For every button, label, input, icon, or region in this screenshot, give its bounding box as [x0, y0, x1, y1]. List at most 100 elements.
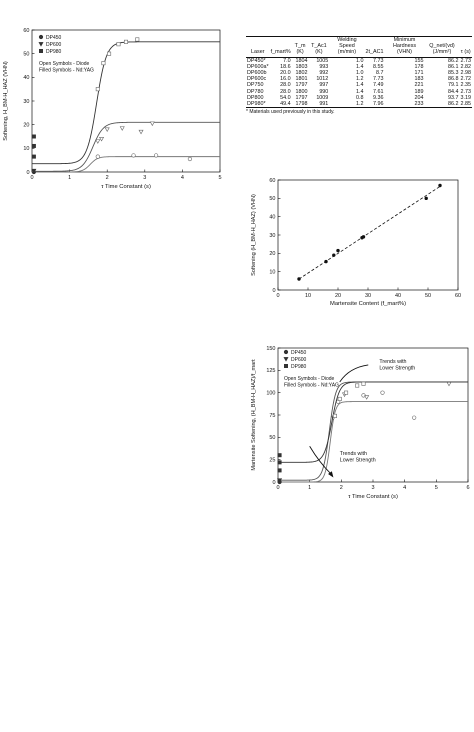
martensite-point-1 — [324, 259, 328, 264]
softening-point-dp600-1 — [99, 136, 105, 142]
softening-x-axis-label: τ Time Constant (s) — [101, 184, 151, 190]
softening-x-tick-label-1: 1 — [68, 175, 71, 181]
softening-filled-point-dp980-0 — [31, 134, 36, 139]
martensite-x-tick-label-1: 10 — [305, 293, 311, 299]
table-cell: 1797 — [295, 94, 308, 101]
martensite-y-tick-label-4: 40 — [269, 214, 275, 220]
msoft-legend-marker-0 — [283, 349, 289, 355]
msoft-fit-curve-dp600 — [278, 381, 468, 481]
softening-point-dp450-1 — [131, 153, 136, 158]
martensite-x-tick-label-0: 0 — [276, 293, 279, 299]
table-cell: 0.8 — [356, 94, 364, 101]
table-cell: 1801 — [295, 76, 308, 83]
msoft-point-dp980-1 — [337, 396, 342, 401]
msoft-x-axis-label: τ Time Constant (s) — [348, 494, 398, 500]
table-body: DP450* 7.0 1804 1005 1.0 7.73 155 86.2 2.73 DP600… — [246, 57, 472, 109]
msoft-x-tick-label-3: 3 — [371, 485, 374, 491]
softening-point-dp600-0 — [95, 139, 101, 144]
table-cell: 155 — [414, 57, 424, 64]
table-cell: 171 — [414, 70, 424, 77]
msoft-legend-label-1: DP600 — [291, 357, 307, 363]
martensite-x-tick-label-2: 20 — [335, 293, 341, 299]
martensite-x-tick-label-3: 30 — [365, 293, 371, 299]
martensite-x-axis-label: Martensite Content (f_mart%) — [330, 301, 406, 307]
col-qnet: Q_net/(vd) (J/mm²) — [424, 36, 460, 58]
table-cell: 1803 — [295, 63, 308, 70]
table-cell: 8.55 — [373, 63, 384, 70]
softening-x-tick-label-0: 0 — [30, 175, 33, 181]
softening-vs-martensite-chart: 0 10 20 30 40 50 60 0 10 20 30 40 50 60 Martensite Con… — [251, 178, 461, 307]
table-row: DP600a* 18.6 1803 993 1.4 8.55 178 86.1 2.82 — [246, 64, 472, 70]
table-cell: 7.96 — [364, 101, 385, 109]
table-row: DP600c 16.0 1801 1012 1.2 7.73 183 86.8 2.72 — [246, 76, 472, 82]
msoft-note-0: Open Symbols - Diode — [284, 376, 335, 382]
table-cell: 178 — [414, 63, 424, 70]
table-cell: 2.85 — [459, 101, 472, 109]
table-cell: 7.49 — [373, 82, 384, 89]
softening-fit-curve-dp450 — [32, 156, 220, 173]
martensite-y-tick-label-3: 30 — [269, 233, 275, 239]
softening-y-tick-label-3: 30 — [23, 99, 29, 105]
softening-point-dp600-3 — [119, 126, 125, 131]
martensite-y-tick-label-2: 20 — [269, 251, 275, 257]
msoft-annotation-upper-line2: Lower Strength — [379, 366, 415, 372]
table-cell: 28.0 — [280, 88, 291, 95]
martensite-y-tick-label-5: 50 — [269, 196, 275, 202]
softening-y-tick-label-2: 20 — [23, 122, 29, 128]
softening-filled-point-dp980-1 — [31, 143, 36, 148]
martensite-x-tick-label-6: 60 — [455, 293, 461, 299]
softening-y-tick-label-0: 0 — [26, 170, 29, 176]
table-cell: 997 — [319, 82, 329, 89]
table-cell: 221 — [414, 82, 424, 89]
table-cell: 93.7 — [447, 94, 459, 101]
msoft-filled-point-dp980-1 — [277, 460, 282, 465]
table-cell: 1804 — [295, 57, 308, 64]
martensite-y-axis-label: Softening (H_BM-H_HAZ) (VHN) — [251, 194, 257, 276]
table-row: DP800 54.0 1797 1009 0.8 9.36 204 93.7 3.19 — [246, 95, 472, 101]
table-cell: 1.2 — [329, 101, 365, 109]
msoft-legend-label-2: DP980 — [291, 364, 307, 370]
martensite-y-tick-label-6: 60 — [269, 178, 275, 184]
softening-legend-marker-0 — [38, 34, 44, 40]
softening-filled-point-dp600-0 — [31, 168, 37, 174]
msoft-trend-arrow-lower — [309, 446, 333, 476]
table-cell: 2.98 — [460, 70, 472, 77]
softening-point-dp980-1 — [101, 61, 106, 66]
table-cell: 7.73 — [373, 76, 384, 83]
table-cell: 86.8 — [447, 76, 459, 83]
table-cell: 8.7 — [376, 70, 384, 77]
table-cell: 86.1 — [447, 63, 459, 70]
softening-point-dp980-3 — [116, 42, 121, 47]
softening-x-tick-label-3: 3 — [143, 175, 146, 181]
table-cell: 3.19 — [460, 94, 472, 101]
msoft-legend-label-0: DP450 — [291, 350, 307, 356]
softening-y-tick-label-5: 50 — [23, 51, 29, 57]
softening-point-dp450-3 — [187, 156, 193, 162]
table-cell: 86.2 — [447, 57, 459, 64]
martensite-plot-frame — [277, 179, 459, 291]
msoft-y-axis-label: Martensite Softening, (H_BM-H_HAZ)/f_mar… — [251, 359, 257, 471]
table-row: DP750 28.0 1797 997 1.4 7.49 221 79.1 2.35 — [246, 82, 472, 88]
softening-x-tick-label-5: 5 — [218, 175, 221, 181]
table-row: DP600b 20.0 1802 992 1.0 8.7 171 85.3 2.98 — [246, 70, 472, 76]
table-cell: 86.2 — [424, 101, 460, 109]
msoft-y-tick-label-5: 125 — [266, 368, 275, 374]
table-cell: 204 — [414, 94, 424, 101]
msoft-x-tick-label-6: 6 — [466, 485, 469, 491]
softening-point-dp600-4 — [138, 129, 144, 135]
msoft-x-tick-label-2: 2 — [340, 485, 343, 491]
martensite-point-3 — [336, 248, 340, 253]
table-cell: 233 — [384, 101, 425, 109]
msoft-annotation-upper-line1: Trends with — [379, 359, 406, 365]
msoft-filled-point-dp980-0 — [277, 453, 282, 458]
table-cell: DP600b — [247, 70, 267, 77]
table-cell: 84.4 — [447, 88, 459, 95]
table-cell: 991 — [308, 101, 330, 109]
msoft-y-tick-label-4: 100 — [266, 390, 275, 396]
table-cell: 1.4 — [356, 88, 364, 95]
table-cell: 18.6 — [280, 63, 291, 70]
martensite-x-tick-label-5: 50 — [425, 293, 431, 299]
laser-parameter-table-wrap: Laser f_mart% T_m (K) T_Ac1 (K) Welding … — [246, 36, 472, 115]
softening-point-dp980-4 — [124, 39, 129, 44]
table-cell: 2.82 — [460, 63, 472, 70]
